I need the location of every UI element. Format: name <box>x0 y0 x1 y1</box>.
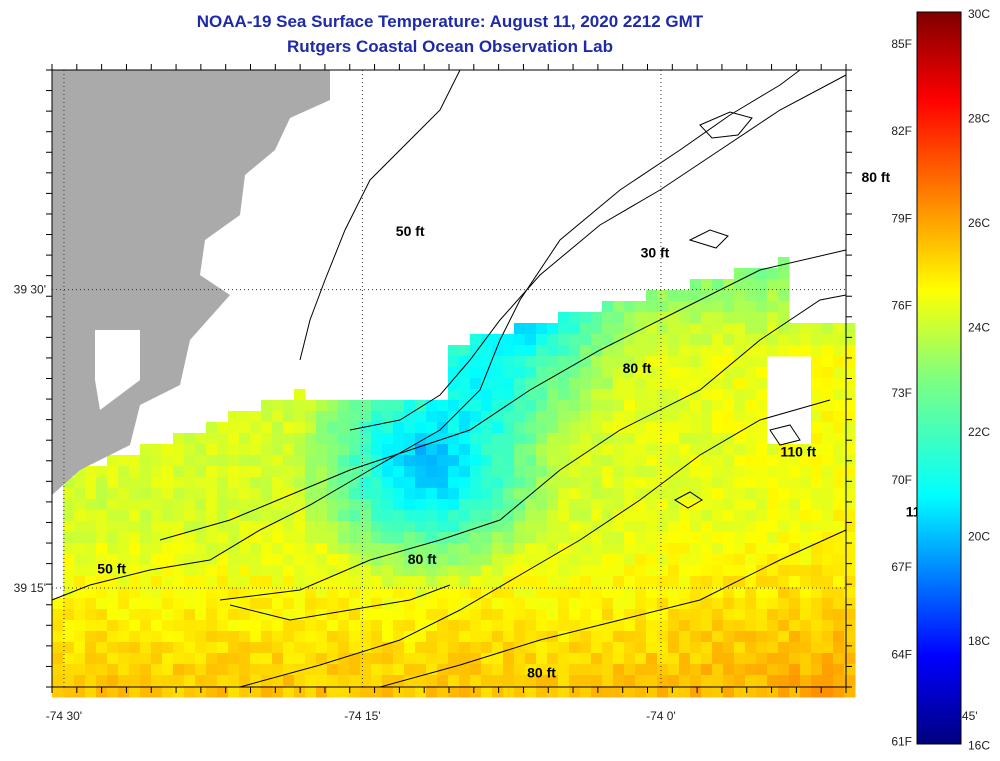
x-tick-label: -74 0' <box>646 709 676 723</box>
color-scale-gradient <box>916 11 962 745</box>
scale-label-fahrenheit: 79F <box>891 211 912 225</box>
contour-label: 80 ft <box>623 360 652 376</box>
x-tick-label: -74 30' <box>46 709 82 723</box>
scale-label-fahrenheit: 70F <box>891 473 912 487</box>
contour-label: 80 ft <box>527 664 556 680</box>
scale-label-celsius: 26C <box>968 216 990 230</box>
scale-label-fahrenheit: 76F <box>891 299 912 313</box>
scale-label-celsius: 16C <box>968 739 990 753</box>
x-tick-label: -74 15' <box>344 709 380 723</box>
contour-label: 110 ft <box>780 444 816 460</box>
scale-label-fahrenheit: 64F <box>891 647 912 661</box>
scale-label-fahrenheit: 82F <box>891 124 912 138</box>
scale-label-celsius: 18C <box>968 634 990 648</box>
scale-label-fahrenheit: 67F <box>891 560 912 574</box>
land-mask <box>52 70 330 495</box>
scale-label-celsius: 30C <box>968 7 990 21</box>
contour-label: 30 ft <box>641 244 670 260</box>
contour-label: 80 ft <box>861 169 890 185</box>
sst-temperature-layer <box>52 257 856 698</box>
color-scale-labels: 85F 82F 79F 76F 73F 70F 67F 64F 61F 30C 28C 26C 24C 2… <box>891 7 990 753</box>
map-title: NOAA-19 Sea Surface Temperature: August … <box>196 12 704 31</box>
y-tick-label: 39 30' <box>14 283 46 297</box>
y-tick-label: 39 15' <box>14 581 46 595</box>
contour-label: 50 ft <box>97 561 126 577</box>
scale-label-celsius: 24C <box>968 321 990 335</box>
scale-label-celsius: 22C <box>968 425 990 439</box>
scale-label-celsius: 28C <box>968 112 990 126</box>
depth-contours <box>51 69 847 688</box>
scale-label-fahrenheit: 61F <box>891 735 912 749</box>
map-subtitle: Rutgers Coastal Ocean Observation Lab <box>287 37 613 56</box>
contour-label: 50 ft <box>396 223 425 239</box>
scale-label-celsius: 20C <box>968 530 990 544</box>
scale-label-fahrenheit: 73F <box>891 386 912 400</box>
contour-label: 80 ft <box>408 551 437 567</box>
scale-label-fahrenheit: 85F <box>891 37 912 51</box>
